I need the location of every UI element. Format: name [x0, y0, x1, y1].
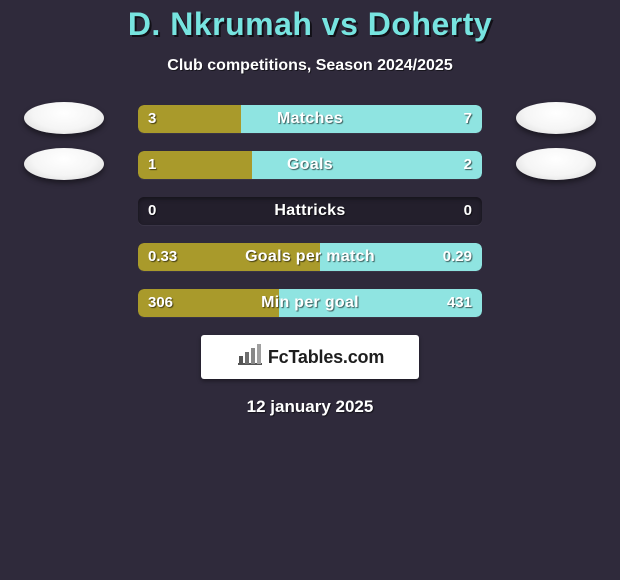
brand-plaque[interactable]: FcTables.com	[201, 335, 419, 379]
player-avatar-left	[24, 148, 104, 180]
player-avatar-left	[24, 102, 104, 134]
stat-value-right: 0	[464, 197, 472, 225]
stat-row: Hattricks0 0	[10, 197, 610, 225]
stat-bar-fill-left	[138, 105, 241, 133]
page-subtitle: Club competitions, Season 2024/2025	[0, 57, 620, 75]
stat-bar-track: Min per goal306431	[138, 289, 482, 317]
stat-bar-fill-right	[320, 243, 482, 271]
stat-bar-fill-left	[138, 151, 252, 179]
stat-bar-track: Hattricks0 0	[138, 197, 482, 225]
stat-row: Matches37	[10, 105, 610, 133]
player-avatar-right	[516, 102, 596, 134]
stat-bar-fill-right	[252, 151, 482, 179]
snapshot-date: 12 january 2025	[0, 397, 620, 417]
stat-row: Min per goal306431	[10, 289, 610, 317]
stat-bar-fill-right	[241, 105, 482, 133]
stat-bar-track: Goals per match0.330.29	[138, 243, 482, 271]
page-title: D. Nkrumah vs Doherty	[0, 6, 620, 43]
stat-value-left: 0	[148, 197, 156, 225]
brand-text: FcTables.com	[268, 347, 384, 368]
stat-bar-fill-left	[138, 243, 320, 271]
stat-bar-track: Matches37	[138, 105, 482, 133]
stat-bar-track: Goals12	[138, 151, 482, 179]
stat-row: Goals per match0.330.29	[10, 243, 610, 271]
stat-bar-fill-left	[138, 289, 279, 317]
stat-label: Hattricks	[138, 197, 482, 225]
stat-row: Goals12	[10, 151, 610, 179]
stat-bar-fill-right	[279, 289, 482, 317]
bar-chart-icon	[236, 344, 262, 371]
stats-container: Matches37 Goals12 Hattricks0 0 Goals per mat…	[10, 105, 610, 317]
comparison-card: D. Nkrumah vs Doherty Club competitions,…	[0, 0, 620, 580]
player-avatar-right	[516, 148, 596, 180]
